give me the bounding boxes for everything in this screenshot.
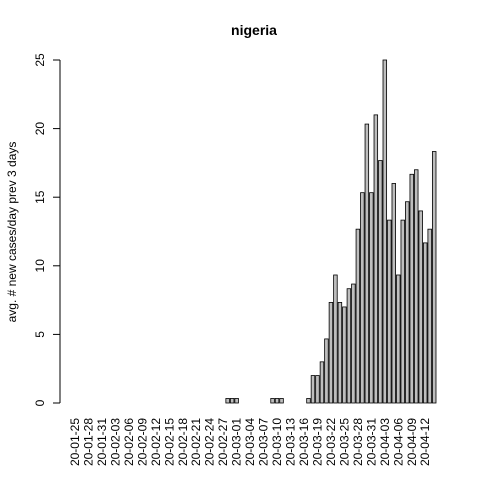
bar <box>270 398 275 404</box>
x-tick-label: 20-03-07 <box>257 418 271 466</box>
bar <box>279 398 284 404</box>
x-tick-label: 20-01-25 <box>68 418 82 466</box>
bar <box>333 274 338 404</box>
chart-title: nigeria <box>231 22 277 38</box>
bar <box>400 219 405 404</box>
bar <box>364 123 370 404</box>
x-tick-label: 20-03-22 <box>324 418 338 466</box>
y-tick-label: 25 <box>33 53 47 67</box>
bar <box>319 361 325 404</box>
bar <box>431 151 437 404</box>
bar <box>405 201 410 404</box>
bar <box>229 398 235 404</box>
x-tick-label: 20-02-18 <box>176 418 190 466</box>
bar <box>337 302 343 404</box>
x-tick-label: 20-03-13 <box>284 418 298 466</box>
bar <box>306 398 311 404</box>
bar <box>418 210 423 404</box>
x-tick-label: 20-02-27 <box>216 418 230 466</box>
bar <box>360 192 365 404</box>
bar <box>427 228 432 404</box>
bar <box>423 242 428 404</box>
bar <box>225 398 230 404</box>
x-tick-label: 20-02-21 <box>189 418 203 466</box>
y-tick-label: 10 <box>33 259 47 273</box>
x-tick-label: 20-02-09 <box>135 418 149 466</box>
x-tick-label: 20-03-16 <box>297 418 311 466</box>
x-tick-label: 20-04-09 <box>405 418 419 466</box>
bar <box>234 398 239 404</box>
bar <box>315 375 320 404</box>
bar <box>378 160 383 404</box>
bar <box>346 288 352 404</box>
x-tick-label: 20-04-06 <box>391 418 405 466</box>
bar <box>274 398 280 404</box>
bar <box>310 375 316 404</box>
x-tick-label: 20-03-01 <box>230 418 244 466</box>
x-tick-label: 20-03-19 <box>310 418 324 466</box>
x-tick-label: 20-03-31 <box>364 418 378 466</box>
bar <box>355 228 361 404</box>
x-tick-label: 20-02-12 <box>149 418 163 466</box>
bar <box>409 173 414 404</box>
bar <box>414 169 419 404</box>
x-tick-label: 20-01-28 <box>81 418 95 466</box>
y-tick-label: 20 <box>33 122 47 136</box>
bar <box>373 114 379 404</box>
x-tick-label: 20-01-31 <box>95 418 109 466</box>
bar <box>324 338 329 404</box>
bar <box>391 183 396 404</box>
x-tick-label: 20-04-03 <box>378 418 392 466</box>
bar <box>396 274 401 404</box>
bar <box>387 219 392 404</box>
x-tick-label: 20-02-15 <box>162 418 176 466</box>
bar <box>369 192 374 404</box>
x-tick-label: 20-04-12 <box>418 418 432 466</box>
y-axis-label: avg. # new cases/day prev 3 days <box>5 142 19 323</box>
bar <box>351 283 356 404</box>
x-tick-label: 20-03-25 <box>337 418 351 466</box>
y-tick-label: 0 <box>33 399 47 406</box>
y-tick-label: 15 <box>33 190 47 204</box>
x-tick-label: 20-03-10 <box>270 418 284 466</box>
bar <box>328 302 334 404</box>
x-tick-label: 20-02-06 <box>122 418 136 466</box>
y-tick-label: 5 <box>33 331 47 338</box>
x-tick-label: 20-02-03 <box>108 418 122 466</box>
bar <box>342 306 347 404</box>
bar <box>382 59 388 404</box>
x-tick-label: 20-02-24 <box>203 418 217 466</box>
x-tick-label: 20-03-04 <box>243 418 257 466</box>
x-tick-label: 20-03-28 <box>351 418 365 466</box>
